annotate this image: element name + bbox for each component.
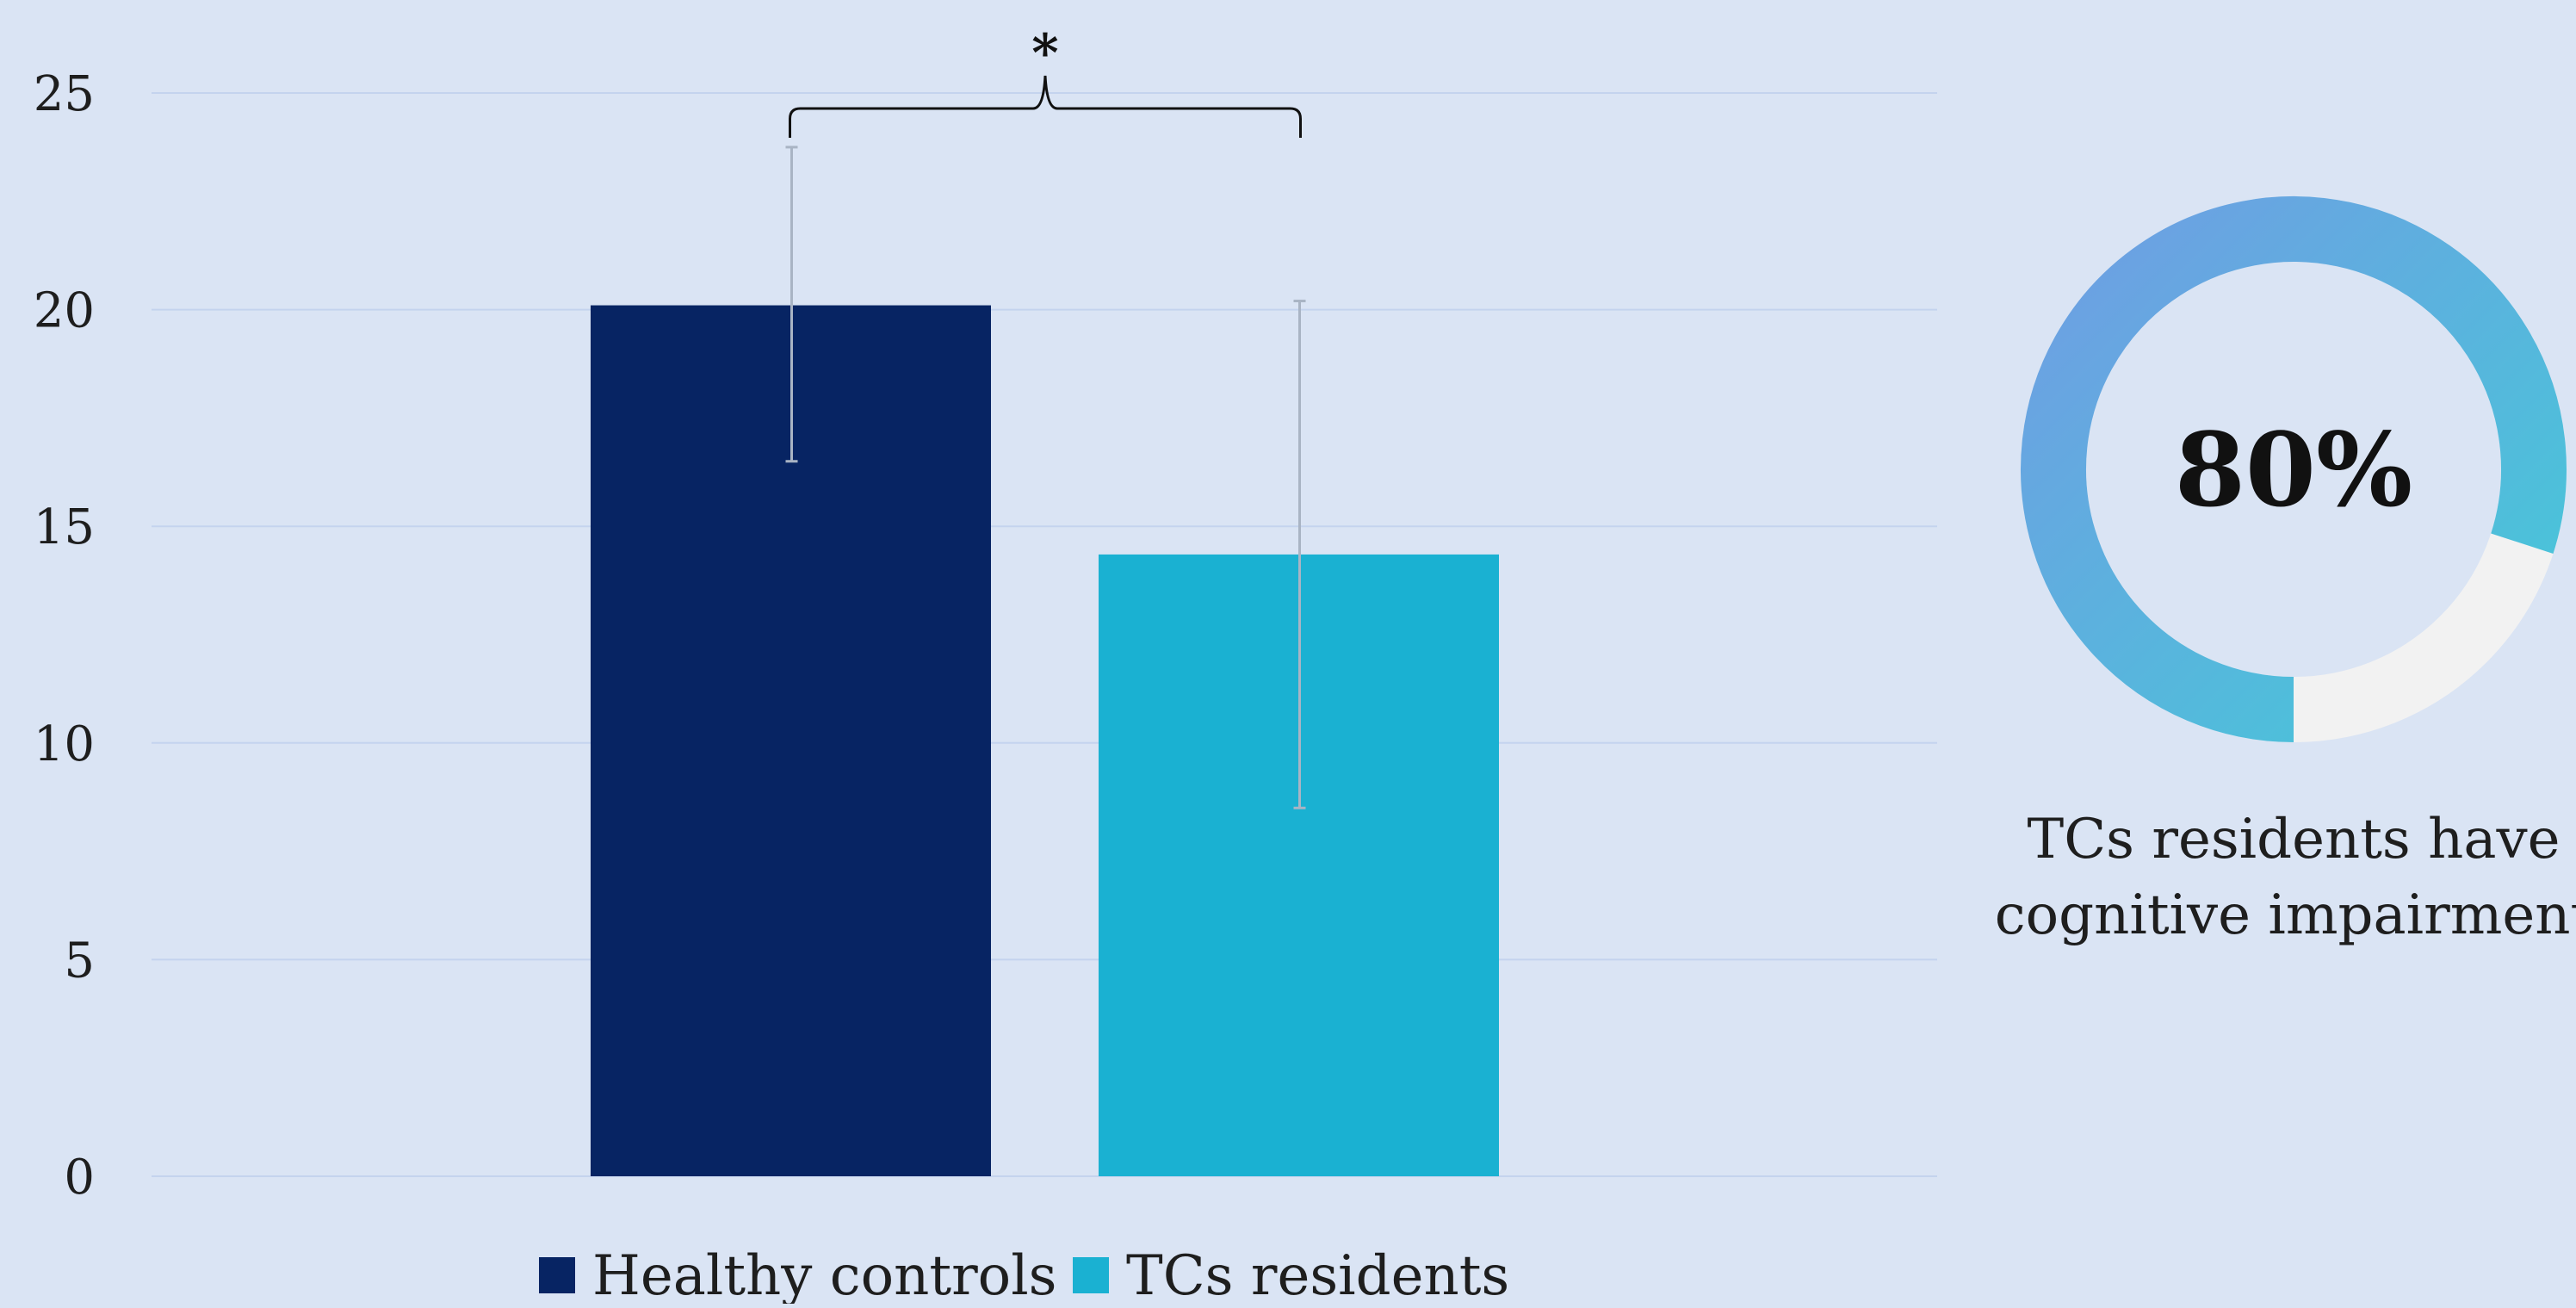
significance-bracket: *: [789, 23, 1302, 138]
legend-label: TCs residents: [1126, 1244, 1509, 1304]
legend: Healthy controls TCs residents: [539, 1244, 1509, 1308]
donut-value: 80%: [2175, 410, 2412, 530]
legend-swatch: [1073, 1257, 1109, 1293]
donut-arc: [2021, 196, 2567, 742]
error-bars: [785, 146, 1306, 809]
donut-caption-line-2: cognitive impairment: [1995, 883, 2576, 947]
donut-caption-line-1: TCs residents have: [2028, 808, 2561, 871]
legend-label: Healthy controls: [592, 1244, 1057, 1304]
significance-marker: *: [1031, 23, 1058, 84]
legend-swatch: [539, 1257, 575, 1293]
donut-chart: 80% TCs residents have cognitive impairm…: [1995, 196, 2576, 947]
y-tick-label: 0: [64, 1150, 95, 1206]
significance-brace: [789, 75, 1302, 138]
y-tick-label: 5: [64, 933, 95, 989]
y-tick-label: 25: [34, 66, 95, 122]
grid-lines: [152, 92, 1937, 1177]
y-tick-label: 20: [34, 283, 95, 339]
y-axis: 0 5 10 15 20 25: [34, 66, 95, 1206]
bars: [591, 305, 1499, 1176]
y-tick-label: 15: [34, 499, 95, 555]
y-tick-label: 10: [34, 716, 95, 772]
